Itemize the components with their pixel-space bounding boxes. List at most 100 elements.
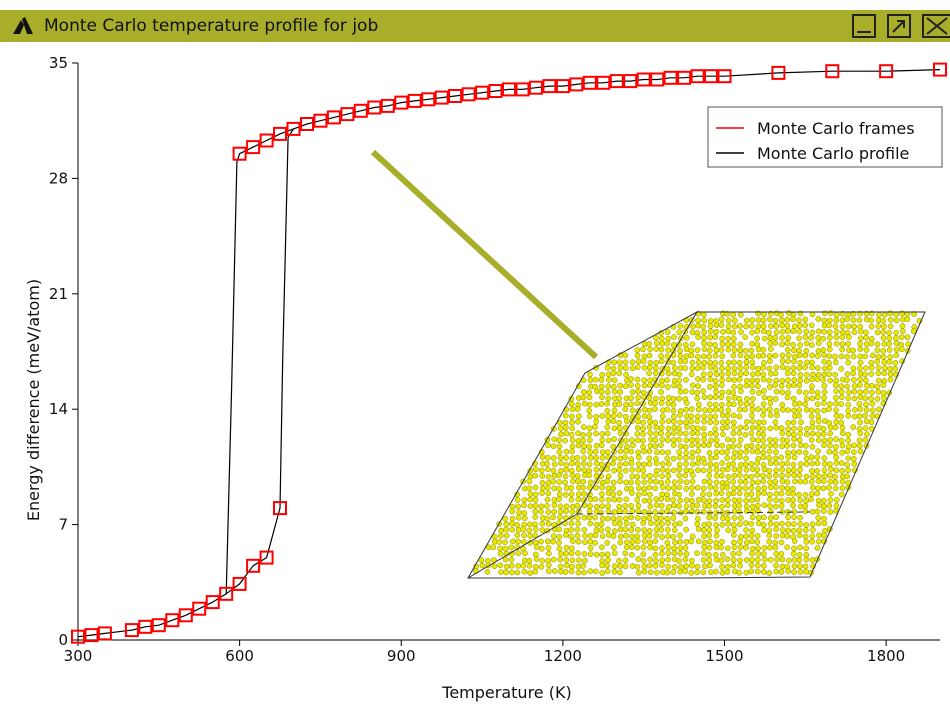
atom — [713, 490, 720, 497]
atom — [672, 564, 678, 570]
atom — [738, 461, 744, 468]
atom — [689, 442, 695, 449]
atom — [720, 412, 726, 419]
frame-marker — [448, 89, 463, 103]
atom — [797, 425, 803, 432]
atom — [689, 430, 696, 437]
atom — [664, 340, 671, 347]
atom — [604, 551, 611, 558]
atom — [695, 448, 702, 455]
atom — [760, 437, 766, 444]
atom — [569, 406, 576, 413]
atom — [791, 528, 797, 534]
atom — [731, 384, 737, 390]
atom — [581, 455, 587, 461]
atom — [683, 539, 690, 545]
atom — [726, 376, 732, 383]
close-icon[interactable] — [922, 14, 950, 38]
atom — [821, 520, 828, 527]
atom — [737, 490, 743, 497]
atom — [713, 568, 719, 575]
atom — [869, 336, 875, 342]
atom — [677, 430, 683, 437]
frame-marker — [488, 84, 503, 98]
frame-marker — [138, 619, 153, 634]
atom — [862, 353, 868, 360]
atom — [611, 544, 617, 551]
atom — [785, 352, 792, 359]
atom — [772, 544, 779, 551]
atom — [526, 563, 533, 569]
atom — [743, 557, 750, 563]
atom — [664, 329, 671, 335]
atom — [785, 419, 791, 426]
atom — [581, 443, 588, 450]
atom — [671, 502, 677, 509]
atom — [694, 395, 700, 402]
atom — [640, 431, 646, 437]
atom — [731, 394, 738, 401]
atom — [694, 502, 701, 509]
atom — [719, 389, 726, 396]
atom — [538, 538, 544, 545]
atom — [880, 354, 887, 360]
atom — [809, 538, 815, 545]
atom — [563, 550, 569, 557]
atom — [779, 364, 786, 370]
atom — [743, 527, 749, 533]
atom — [587, 544, 594, 551]
minimize-icon[interactable] — [852, 14, 876, 38]
atom — [790, 341, 796, 348]
restore-icon[interactable] — [887, 14, 911, 38]
atom — [719, 472, 725, 479]
atom — [749, 497, 755, 504]
atom — [652, 538, 659, 545]
atom — [857, 353, 863, 360]
atom — [641, 353, 648, 360]
atom — [833, 467, 840, 474]
atom — [755, 406, 762, 412]
atom — [785, 426, 791, 432]
window-titlebar[interactable]: Monte Carlo temperature profile for job — [0, 10, 950, 42]
atom — [592, 540, 598, 546]
atom — [568, 491, 575, 498]
atom — [694, 550, 700, 557]
atom — [599, 413, 606, 419]
atom — [586, 431, 593, 438]
atom — [725, 497, 731, 503]
atom — [569, 545, 575, 552]
atom — [826, 359, 832, 366]
atom — [713, 556, 720, 563]
atom — [743, 323, 749, 330]
atom — [527, 521, 533, 528]
atom — [695, 322, 702, 329]
atom — [744, 396, 750, 402]
atom — [761, 407, 767, 413]
frame-marker — [205, 595, 220, 610]
atom — [665, 431, 671, 438]
atom — [611, 413, 617, 419]
atom — [820, 335, 826, 342]
atom — [832, 394, 839, 401]
atom — [719, 335, 725, 342]
atom — [755, 370, 761, 377]
atom — [766, 468, 773, 474]
atom — [749, 388, 756, 395]
atom — [659, 418, 666, 425]
atom — [845, 437, 851, 444]
atom — [539, 527, 546, 534]
atom — [636, 454, 642, 461]
atom — [502, 556, 509, 563]
atom — [785, 514, 791, 521]
atom — [527, 503, 534, 509]
atom — [641, 448, 647, 455]
atom — [827, 478, 834, 485]
legend: Monte Carlo frames Monte Carlo profile — [707, 106, 943, 168]
atom — [749, 353, 756, 360]
atom — [833, 388, 839, 395]
atom — [880, 329, 886, 335]
atom — [754, 449, 761, 455]
atom — [659, 491, 665, 498]
atom — [646, 533, 653, 539]
atom — [863, 329, 869, 336]
